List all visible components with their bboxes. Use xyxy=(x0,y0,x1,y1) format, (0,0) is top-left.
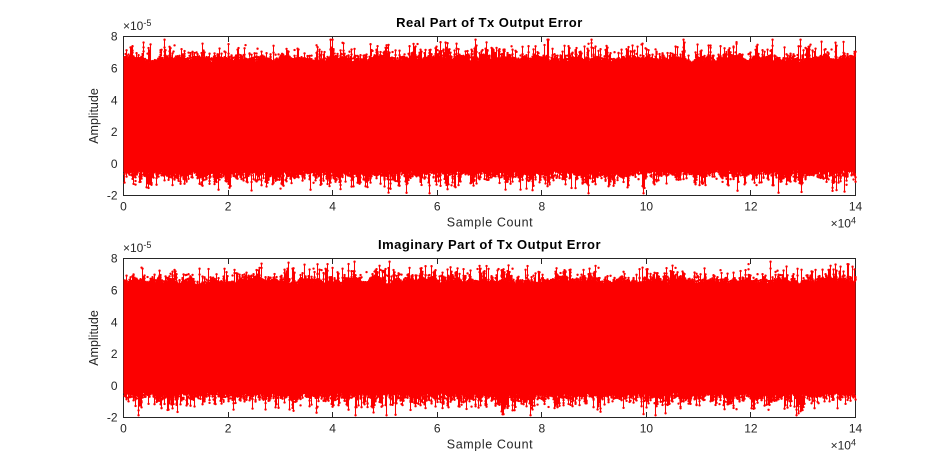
svg-text:Sample Count: Sample Count xyxy=(447,438,533,452)
svg-text:8: 8 xyxy=(538,200,545,214)
svg-text:Real Part of Tx Output Error: Real Part of Tx Output Error xyxy=(396,15,583,30)
svg-text:6: 6 xyxy=(434,422,441,436)
svg-text:12: 12 xyxy=(744,200,758,214)
svg-text:8: 8 xyxy=(111,30,118,44)
svg-text:6: 6 xyxy=(111,284,118,298)
svg-text:×104: ×104 xyxy=(831,215,856,230)
svg-text:-2: -2 xyxy=(107,189,118,203)
svg-text:4: 4 xyxy=(329,422,336,436)
svg-text:8: 8 xyxy=(538,422,545,436)
svg-text:12: 12 xyxy=(744,422,758,436)
svg-text:2: 2 xyxy=(225,200,232,214)
svg-text:14: 14 xyxy=(849,200,863,214)
svg-text:8: 8 xyxy=(111,252,118,266)
svg-text:6: 6 xyxy=(434,200,441,214)
svg-text:14: 14 xyxy=(849,422,863,436)
svg-text:×104: ×104 xyxy=(831,437,856,452)
svg-text:Sample Count: Sample Count xyxy=(447,216,533,230)
svg-text:Imaginary Part of Tx Output Er: Imaginary Part of Tx Output Error xyxy=(378,237,601,252)
svg-text:10: 10 xyxy=(640,422,654,436)
svg-text:0: 0 xyxy=(111,157,118,171)
svg-text:Amplitude: Amplitude xyxy=(87,88,101,144)
svg-text:4: 4 xyxy=(111,93,118,107)
svg-text:4: 4 xyxy=(329,200,336,214)
svg-text:Amplitude: Amplitude xyxy=(87,310,101,366)
svg-text:10: 10 xyxy=(640,200,654,214)
svg-text:2: 2 xyxy=(111,125,118,139)
svg-text:6: 6 xyxy=(111,62,118,76)
svg-text:0: 0 xyxy=(111,379,118,393)
svg-text:2: 2 xyxy=(225,422,232,436)
svg-text:-2: -2 xyxy=(107,411,118,425)
svg-text:2: 2 xyxy=(111,347,118,361)
svg-text:0: 0 xyxy=(120,422,127,436)
svg-text:4: 4 xyxy=(111,315,118,329)
svg-text:0: 0 xyxy=(120,200,127,214)
